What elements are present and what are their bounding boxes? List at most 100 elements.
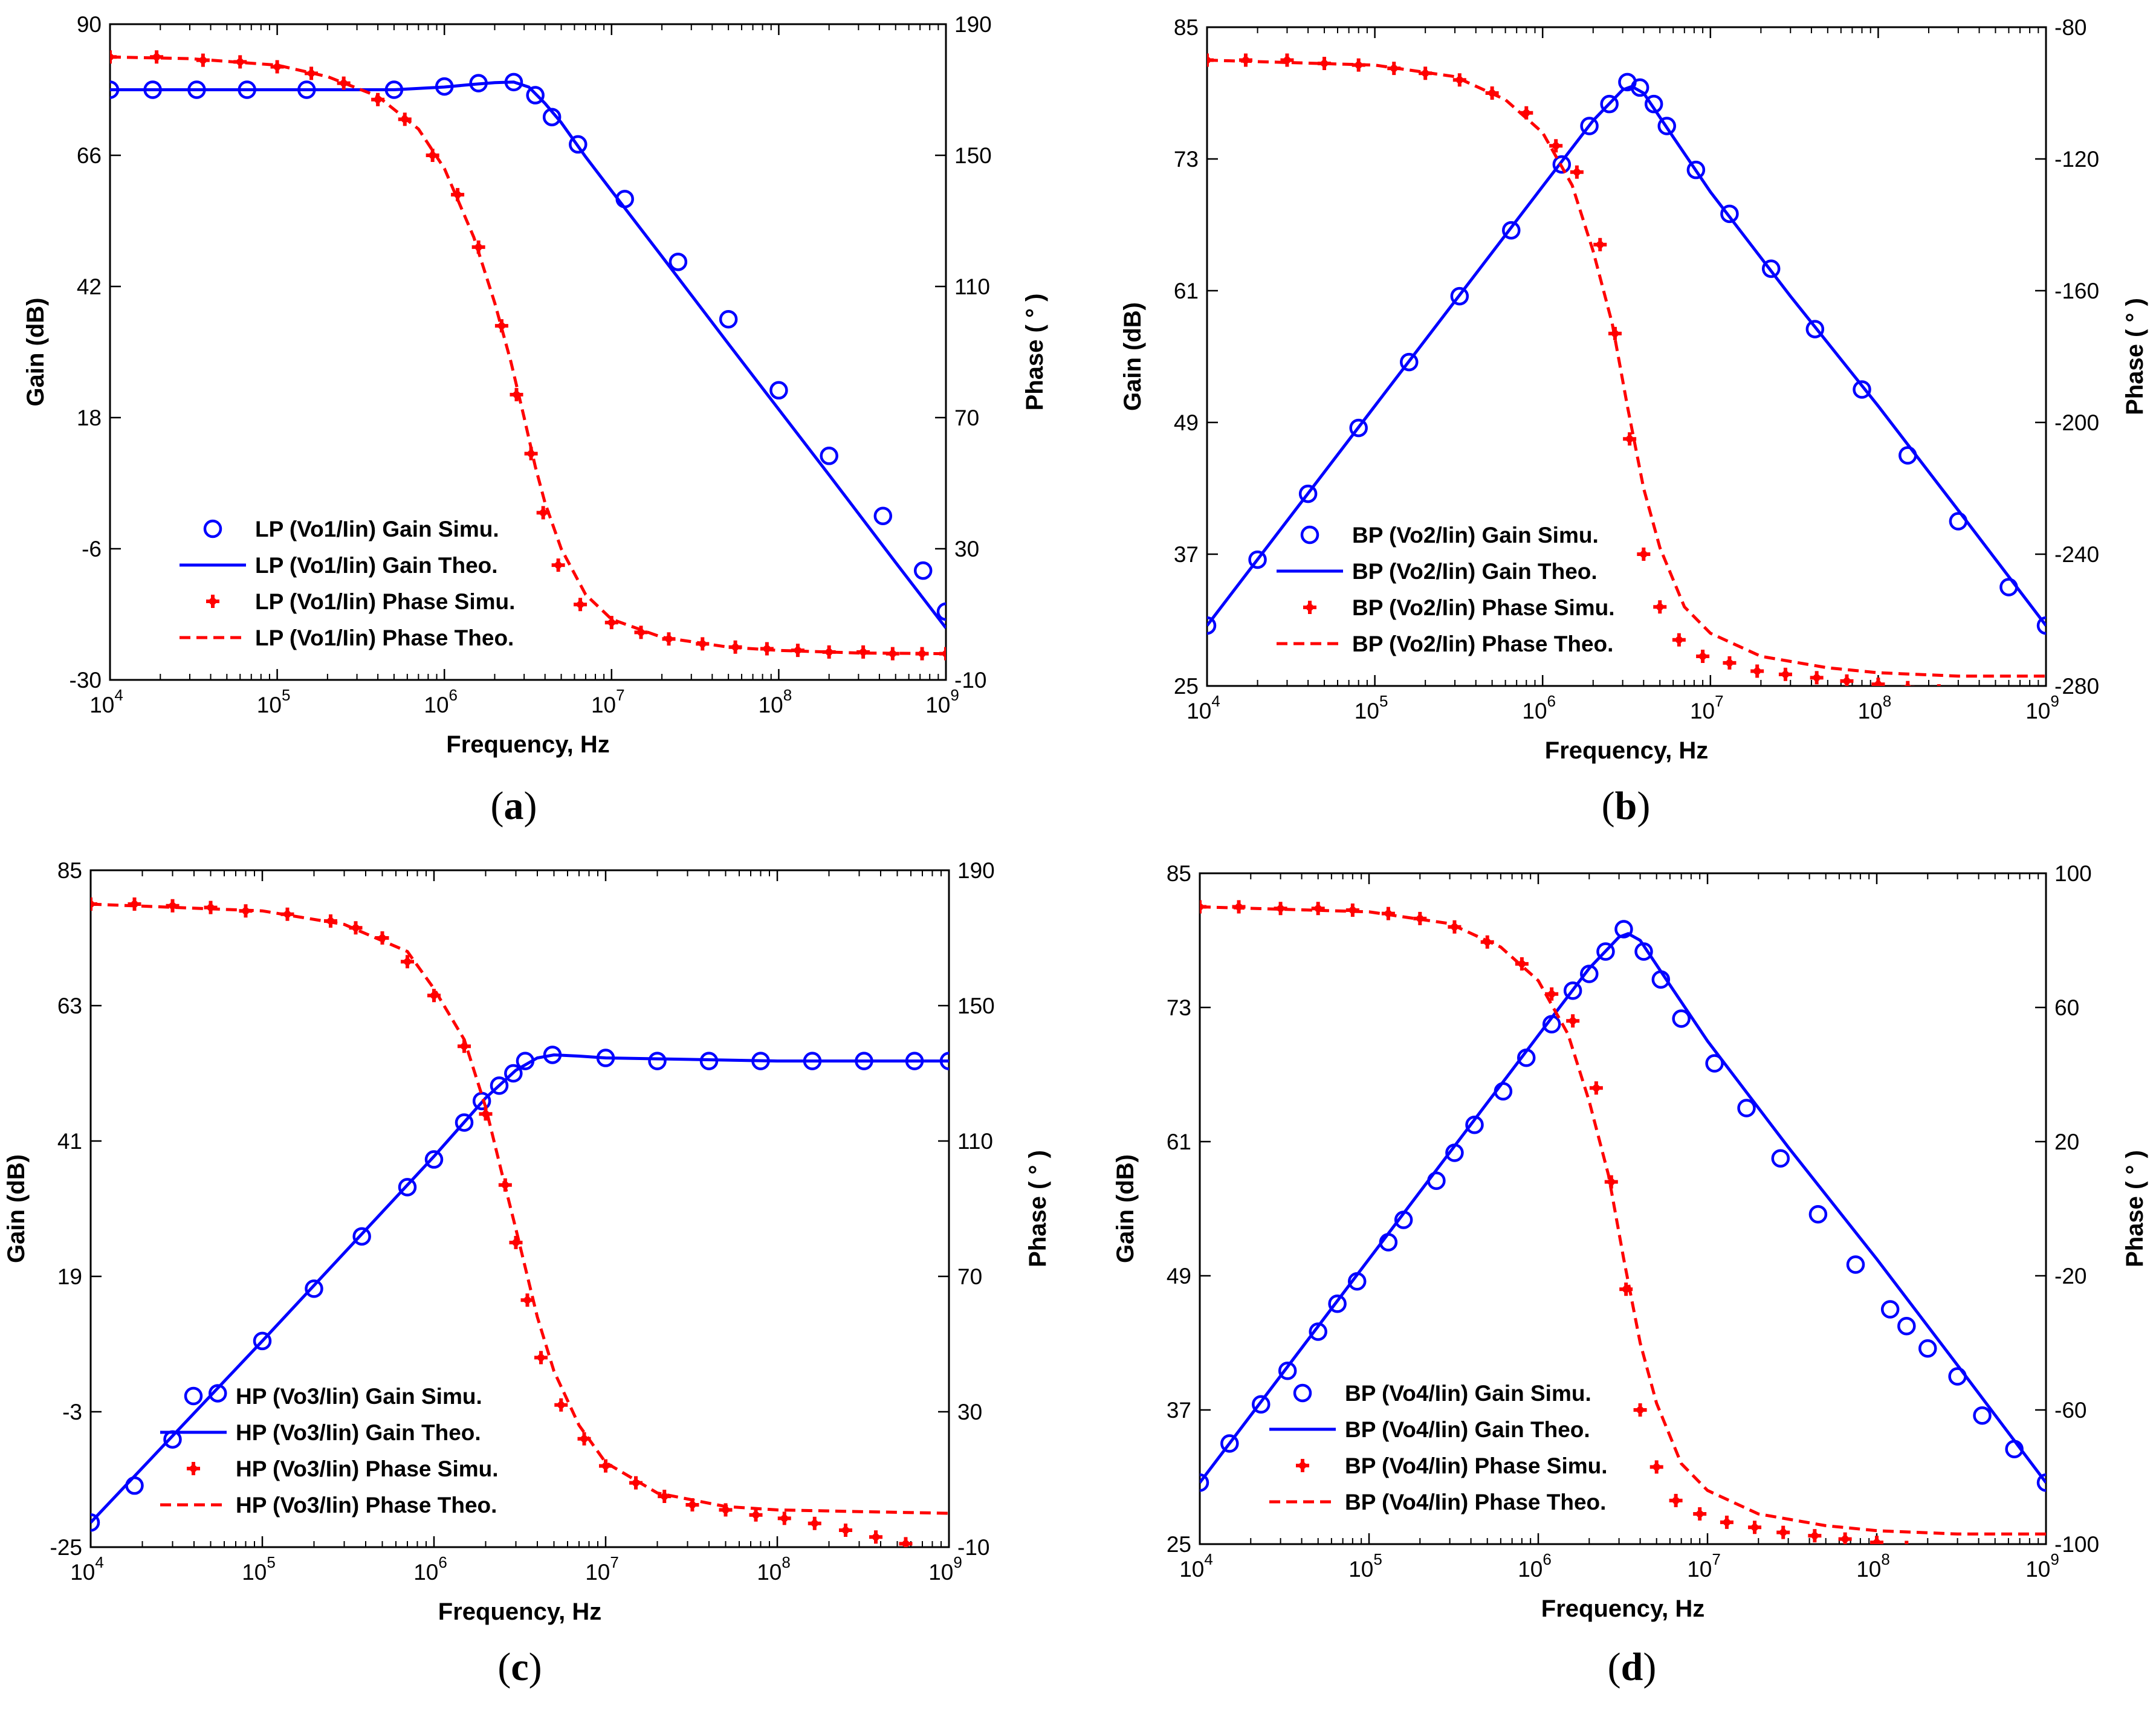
plot-frame <box>1206 26 2047 687</box>
phase-simu-point-core <box>1781 670 1789 678</box>
phase-simu-point-core <box>1903 1544 1910 1551</box>
legend-label: BP (Vo4/Iin) Gain Theo. <box>1345 1417 1590 1442</box>
gain-simu-point <box>1596 942 1615 961</box>
gain-simu-point <box>668 253 688 271</box>
phase-simu-point-core <box>429 152 436 159</box>
gain-simu-point <box>1580 117 1599 135</box>
x-tick-label: 107 <box>1690 692 1724 723</box>
phase-simu-point <box>1963 689 1976 702</box>
phase-simu-point-core <box>902 1540 910 1547</box>
gain-simu-point <box>1400 352 1419 372</box>
phase-simu-point-core <box>1934 1547 1941 1554</box>
gain-simu-point <box>1563 981 1582 1000</box>
y-right-tick-label: 190 <box>954 12 992 37</box>
gain-simu-point <box>1973 1406 1992 1425</box>
x-tick-exponent: 7 <box>1712 1550 1720 1568</box>
phase-simu-point-core <box>1675 636 1683 644</box>
phase-simu-point-core <box>1607 1178 1615 1186</box>
phase-simu-point-core <box>780 1514 788 1522</box>
phase-simu-point-core <box>1843 677 1851 685</box>
y-left-tick-label: 73 <box>1167 995 1191 1020</box>
legend-label: LP (Vo1/Iin) Phase Simu. <box>255 589 515 614</box>
gain-simu-point <box>352 1227 371 1246</box>
y-left-tick-label: -25 <box>50 1535 82 1560</box>
legend: BP (Vo4/Iin) Gain Simu. BP (Vo4/Iin) Gain… <box>1269 1381 1608 1514</box>
phase-simu-point-core <box>1569 1017 1577 1025</box>
gain-simu-point <box>91 1513 100 1532</box>
gain-simu-point <box>820 447 838 465</box>
y-left-tick-label: 61 <box>1174 279 1199 303</box>
x-tick-label: 107 <box>591 686 625 717</box>
gain-simu-point <box>424 1150 444 1169</box>
gain-simu-point <box>253 1331 272 1351</box>
gain-simu-point <box>1771 1149 1790 1168</box>
chart-panel-b: 104 105 106 107 108 109253749617385-280-240-2… <box>1119 15 2148 828</box>
y-right-tick-label: 150 <box>954 143 992 168</box>
x-tick-label: 105 <box>242 1553 276 1585</box>
y-left-tick-label: 66 <box>77 143 102 168</box>
legend-label: BP (Vo4/Iin) Phase Simu. <box>1345 1453 1608 1478</box>
gain-simu-point <box>769 381 788 400</box>
y-left-tick-label: 85 <box>1174 15 1199 40</box>
x-tick-exponent: 9 <box>950 686 959 704</box>
gain-simu-point <box>913 561 933 580</box>
phase-simu-point-core <box>1904 684 1911 686</box>
y-right-tick-label: 110 <box>954 274 990 299</box>
gain-simu-point <box>719 310 738 329</box>
phase-simu-point-core <box>1672 1496 1680 1504</box>
y-right-tick-label: 70 <box>957 1264 982 1289</box>
gain-simu-point <box>455 1113 474 1132</box>
legend-marker-circle <box>184 1386 203 1406</box>
phase-simu-point-core <box>1811 1532 1819 1540</box>
gain-simu-point <box>1880 1300 1900 1319</box>
legend-marker-circle <box>1293 1383 1312 1403</box>
x-tick-label: 107 <box>1687 1550 1721 1582</box>
gain-simu-point <box>1450 286 1469 306</box>
phase-simu-point-core <box>1841 1535 1849 1543</box>
gain-simu-point <box>1853 380 1871 399</box>
y-right-tick-label: 70 <box>954 406 979 430</box>
gain-simu-point <box>1686 160 1706 179</box>
gain-simu-point <box>1328 1295 1347 1313</box>
x-tick-label: 105 <box>1355 692 1388 723</box>
gain-simu-point <box>873 506 893 525</box>
x-axis-label: Frequency, Hz <box>438 1599 601 1625</box>
y-left-tick-label: 37 <box>1167 1398 1191 1423</box>
phase-simu-point-core <box>688 1501 696 1508</box>
x-tick-label: 108 <box>759 686 792 717</box>
y-right-tick-label: 30 <box>954 537 979 561</box>
phase-simu-point-core <box>607 619 615 627</box>
phase-simu-point-core <box>1966 692 1973 699</box>
y-right-tick-label: 190 <box>957 858 995 883</box>
phase-simu-point-core <box>1277 905 1284 913</box>
y-right-tick-label: -10 <box>957 1535 989 1560</box>
gain-simu-point <box>648 1052 667 1070</box>
y-right-tick-label: -10 <box>954 668 986 693</box>
y-right-tick-label: -240 <box>2054 542 2099 567</box>
series-line-left-solid <box>1207 85 2046 627</box>
phase-simu-point-core <box>1813 674 1821 682</box>
gain-simu-point <box>1207 616 1217 635</box>
plot-area <box>110 50 946 661</box>
phase-simu-point-core <box>1994 1557 2001 1565</box>
legend-label: HP (Vo3/Iin) Gain Theo. <box>236 1420 481 1445</box>
plot-area <box>1200 900 2046 1565</box>
gain-simu-point <box>1672 1009 1691 1028</box>
x-tick-exponent: 6 <box>449 686 458 704</box>
legend-label: BP (Vo2/Iin) Phase Theo. <box>1352 632 1613 656</box>
legend-label: BP (Vo2/Iin) Phase Simu. <box>1352 595 1615 620</box>
phase-simu-point-core <box>1726 659 1734 667</box>
phase-simu-point-core <box>602 1462 609 1470</box>
legend-marker-circle <box>1300 525 1319 545</box>
y-right-axis-label: Phase ( ° ) <box>1021 294 1048 411</box>
series-line-right-dashed <box>91 902 949 1515</box>
phase-simu-point-core <box>1573 168 1581 176</box>
gain-simu-point <box>504 1064 523 1083</box>
y-left-axis-label: Gain (dB) <box>22 298 49 407</box>
legend-marker-star-core <box>1306 604 1313 611</box>
y-left-tick-label: 37 <box>1174 542 1199 567</box>
gain-simu-point <box>1465 1116 1484 1134</box>
phase-simu-point-core <box>1779 1528 1787 1536</box>
series-line-left-solid <box>91 1053 949 1524</box>
